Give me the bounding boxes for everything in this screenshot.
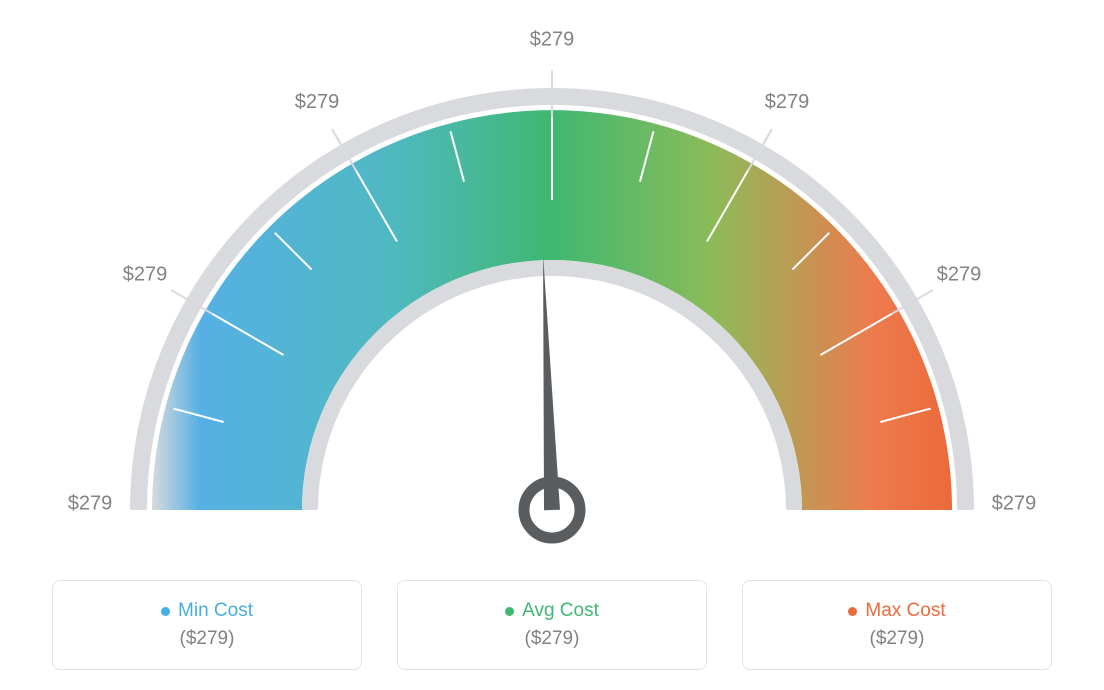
legend-row: Min Cost ($279) Avg Cost ($279) Max Cost ($27… xyxy=(0,580,1104,670)
legend-title: Min Cost xyxy=(178,600,253,622)
legend-title-row: Avg Cost xyxy=(505,600,599,622)
legend-value: ($279) xyxy=(525,628,580,650)
gauge-label: $279 xyxy=(68,492,113,514)
legend-card-avg: Avg Cost ($279) xyxy=(397,580,707,670)
legend-dot-max xyxy=(848,607,857,616)
legend-title-row: Max Cost xyxy=(848,600,945,622)
gauge-label: $279 xyxy=(992,492,1037,514)
legend-card-max: Max Cost ($279) xyxy=(742,580,1052,670)
legend-title-row: Min Cost xyxy=(161,600,253,622)
legend-title: Max Cost xyxy=(865,600,945,622)
gauge-label: $279 xyxy=(123,263,168,285)
gauge-needle xyxy=(543,255,560,510)
gauge-label: $279 xyxy=(530,28,575,50)
legend-value: ($279) xyxy=(180,628,235,650)
gauge-area: $279 $279 $279 $279 $279 $279 $279 xyxy=(0,0,1104,560)
gauge-label: $279 xyxy=(937,263,982,285)
legend-dot-avg xyxy=(505,607,514,616)
gauge-label: $279 xyxy=(765,91,810,113)
legend-title: Avg Cost xyxy=(522,600,599,622)
gauge-label: $279 xyxy=(295,91,340,113)
legend-dot-min xyxy=(161,607,170,616)
gauge-chart-wrap: $279 $279 $279 $279 $279 $279 $279 Min Cost ($2… xyxy=(0,0,1104,690)
legend-card-min: Min Cost ($279) xyxy=(52,580,362,670)
legend-value: ($279) xyxy=(870,628,925,650)
gauge-svg: $279 $279 $279 $279 $279 $279 $279 xyxy=(0,0,1104,560)
